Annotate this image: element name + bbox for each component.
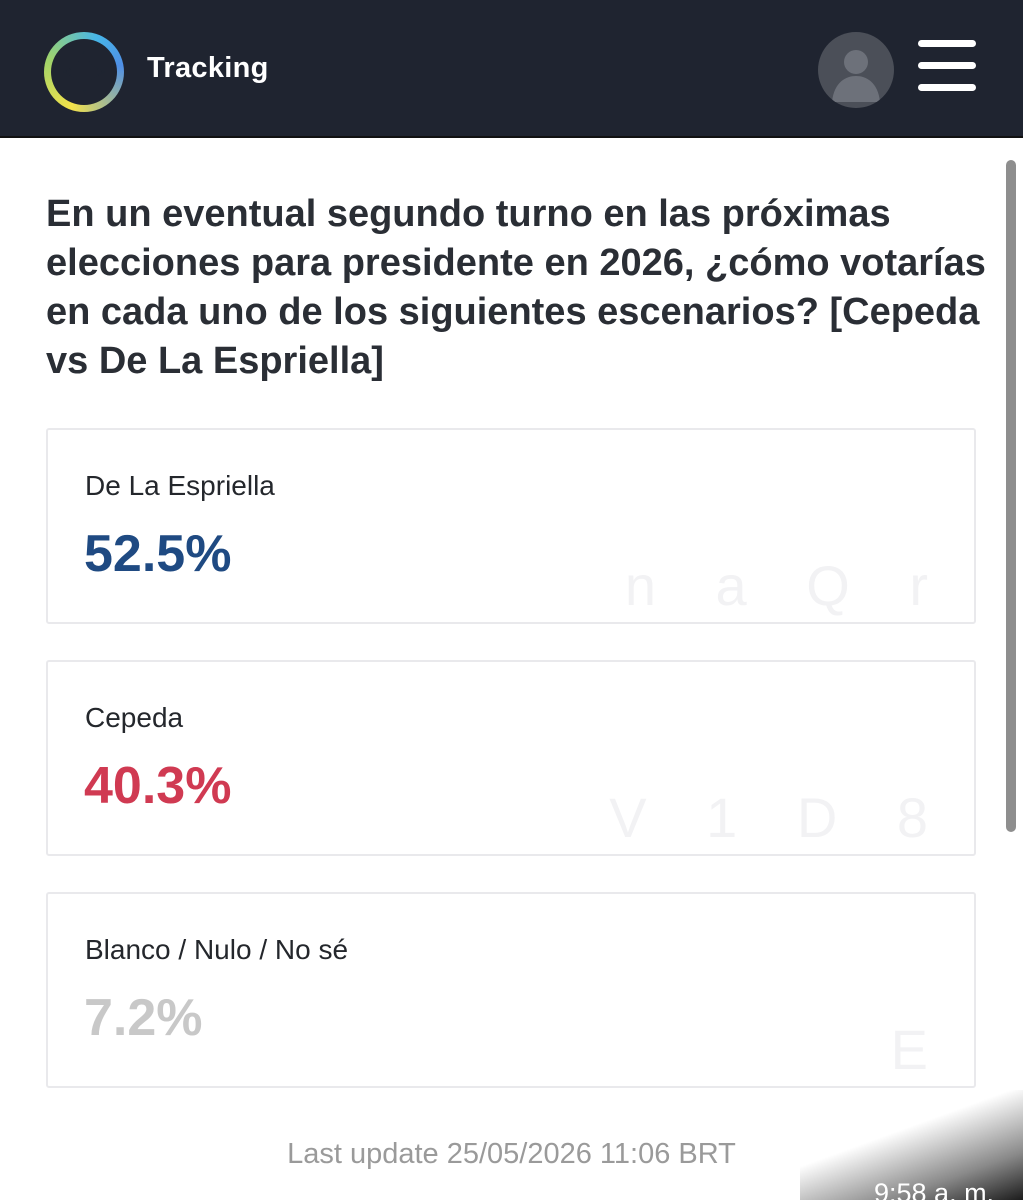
survey-question: En un eventual segundo turno en las próx… (46, 193, 986, 382)
candidate-percentage: 52.5% (84, 525, 232, 583)
compass-logo-icon[interactable] (44, 32, 124, 112)
vertical-scrollbar[interactable] (1006, 160, 1016, 832)
watermark-text: E (890, 1018, 950, 1081)
menu-line (918, 84, 976, 91)
menu-line (918, 62, 976, 69)
last-update-text: Last update 25/05/2026 11:06 BRT (287, 1138, 736, 1170)
candidate-percentage: 7.2% (84, 989, 203, 1047)
candidate-label: De La Espriella (85, 470, 275, 501)
result-card-blanco-nulo: Blanco / Nulo / No sé 7.2% E (46, 892, 976, 1088)
watermark-text: n a Q r (624, 554, 950, 617)
corner-shadow (800, 1090, 1023, 1200)
candidate-percentage: 40.3% (84, 757, 232, 815)
status-bar-time: 9:58 a. m. (874, 1178, 995, 1200)
result-card-cepeda: Cepeda 40.3% V 1 D 8 (46, 660, 976, 856)
candidate-label: Cepeda (85, 702, 184, 733)
user-avatar-icon[interactable] (818, 32, 894, 108)
watermark-text: V 1 D 8 (609, 786, 950, 849)
result-card-de-la-espriella: De La Espriella 52.5% n a Q r (46, 428, 976, 624)
top-navigation-bar: Tracking (0, 0, 1023, 138)
menu-line (918, 40, 976, 47)
candidate-label: Blanco / Nulo / No sé (85, 934, 349, 965)
app-title: Tracking (147, 52, 269, 84)
hamburger-menu-icon[interactable] (918, 40, 978, 92)
